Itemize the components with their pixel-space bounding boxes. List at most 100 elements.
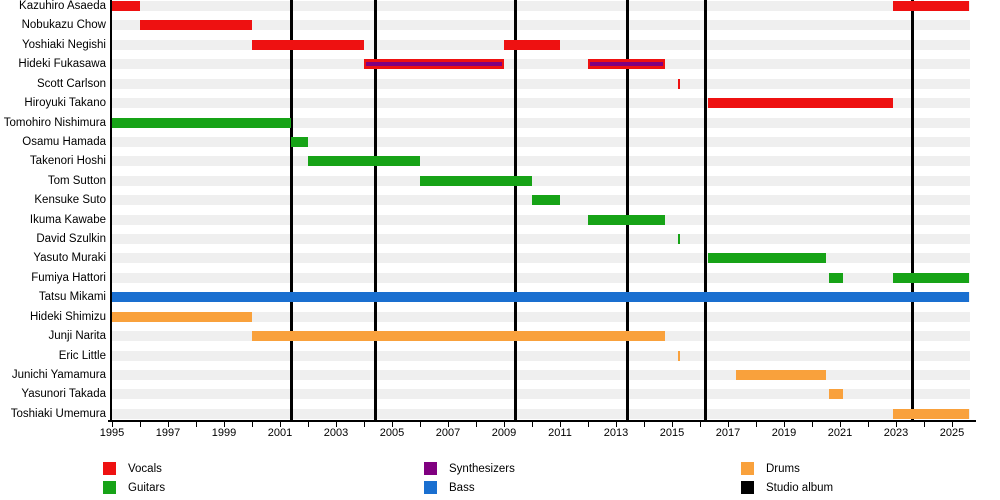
member-label: Toshiaki Umemura [10,407,106,420]
legend-item-vocals: Vocals [103,462,162,475]
axis-tick [139,422,141,427]
row-track [112,272,970,283]
legend-label: Drums [766,462,800,475]
axis-tick [951,422,953,427]
member-label: Junichi Yamamura [11,368,106,381]
legend: Vocals Guitars Synthesizers Bass Drums Studio… [0,445,1000,500]
axis-tick [727,422,729,427]
row-track [112,389,970,400]
axis-tick-label: 2017 [715,427,741,439]
studio-album-line [704,0,708,420]
row-track [112,1,970,11]
bass-swatch [424,481,437,494]
timeline-plot-area: Kazuhiro Asaeda Nobukazu Chow Yoshiaki Neg… [3,0,976,439]
member-label: David Szulkin [36,233,106,246]
axis-tick [251,422,253,427]
x-axis-line [108,420,976,422]
axis-tick [195,422,197,427]
guitars-swatch [103,481,116,494]
row-track [112,234,970,245]
member-label: Tomohiro Nishimura [3,116,106,129]
legend-label: Bass [449,481,475,494]
axis-tick-label: 2025 [939,427,965,439]
axis-tick-label: 2021 [827,427,853,439]
drums-bar [677,350,681,361]
member-label: Fumiya Hattori [31,271,106,284]
row-track [112,175,970,186]
axis-tick [811,422,813,427]
guitars-bar [708,253,826,264]
member-label: Hiroyuki Takano [24,97,106,110]
guitars-bar [588,214,665,225]
axis-tick-label: 2005 [379,427,405,439]
y-axis-line [109,0,112,421]
drums-bar [112,311,252,322]
guitars-bar [828,272,843,283]
member-label: Yasuto Muraki [33,252,106,265]
legend-item-studio_album: Studio album [741,481,833,494]
legend-label: Guitars [128,481,166,494]
legend-item-drums: Drums [741,462,800,475]
studio-album-line [373,0,377,420]
guitars-bar [677,234,681,245]
vocals-bar [893,1,969,11]
guitars-bar [532,195,560,206]
synthesizers-stripe [366,62,502,67]
axis-tick [531,422,533,427]
axis-tick [363,422,365,427]
drums-swatch [741,462,754,475]
guitars-bar [308,156,420,167]
row-track [112,311,970,322]
axis-tick [167,422,169,427]
legend-label: Synthesizers [449,462,515,475]
studio-album-line [625,0,629,420]
row-track [112,136,970,147]
legend-item-guitars: Guitars [103,481,165,494]
bass-bar [112,292,969,303]
drums-bar [252,331,665,342]
vocals-bar [677,78,681,89]
guitars-bar [420,175,532,186]
drums-bar [893,408,969,419]
axis-tick [419,422,421,427]
member-label: Junji Narita [48,330,106,343]
vocals-bar [364,59,504,70]
member-label: Eric Little [58,349,106,362]
axis-tick [699,422,701,427]
axis-tick [447,422,449,427]
member-label: Tom Sutton [47,174,106,187]
studio-album-line [289,0,293,420]
axis-tick [895,422,897,427]
axis-tick [923,422,925,427]
vocals-bar [588,59,665,70]
studio-album-line [513,0,517,420]
studio_album-swatch [741,481,754,494]
legend-item-synthesizers: Synthesizers [424,462,515,475]
axis-tick-label: 2007 [435,427,461,439]
member-label: Hideki Fukasawa [18,58,106,71]
axis-tick-label: 1995 [99,427,125,439]
axis-tick [587,422,589,427]
axis-tick-label: 1997 [155,427,181,439]
legend-label: Vocals [128,462,162,475]
drums-bar [828,389,843,400]
axis-tick [279,422,281,427]
row-track [112,78,970,89]
axis-tick [615,422,617,427]
vocals-bar [112,1,140,11]
axis-tick [783,422,785,427]
axis-tick-label: 2001 [267,427,293,439]
row-track [112,408,970,419]
axis-tick-label: 2023 [883,427,909,439]
axis-tick [755,422,757,427]
member-label: Yasunori Takada [21,388,106,401]
vocals-bar [252,39,364,50]
vocals-bar [504,39,560,50]
synthesizers-swatch [424,462,437,475]
axis-tick [559,422,561,427]
axis-tick [391,422,393,427]
row-track [112,253,970,264]
legend-item-bass: Bass [424,481,475,494]
member-label: Ikuma Kawabe [29,213,106,226]
vocals-bar [708,98,894,109]
